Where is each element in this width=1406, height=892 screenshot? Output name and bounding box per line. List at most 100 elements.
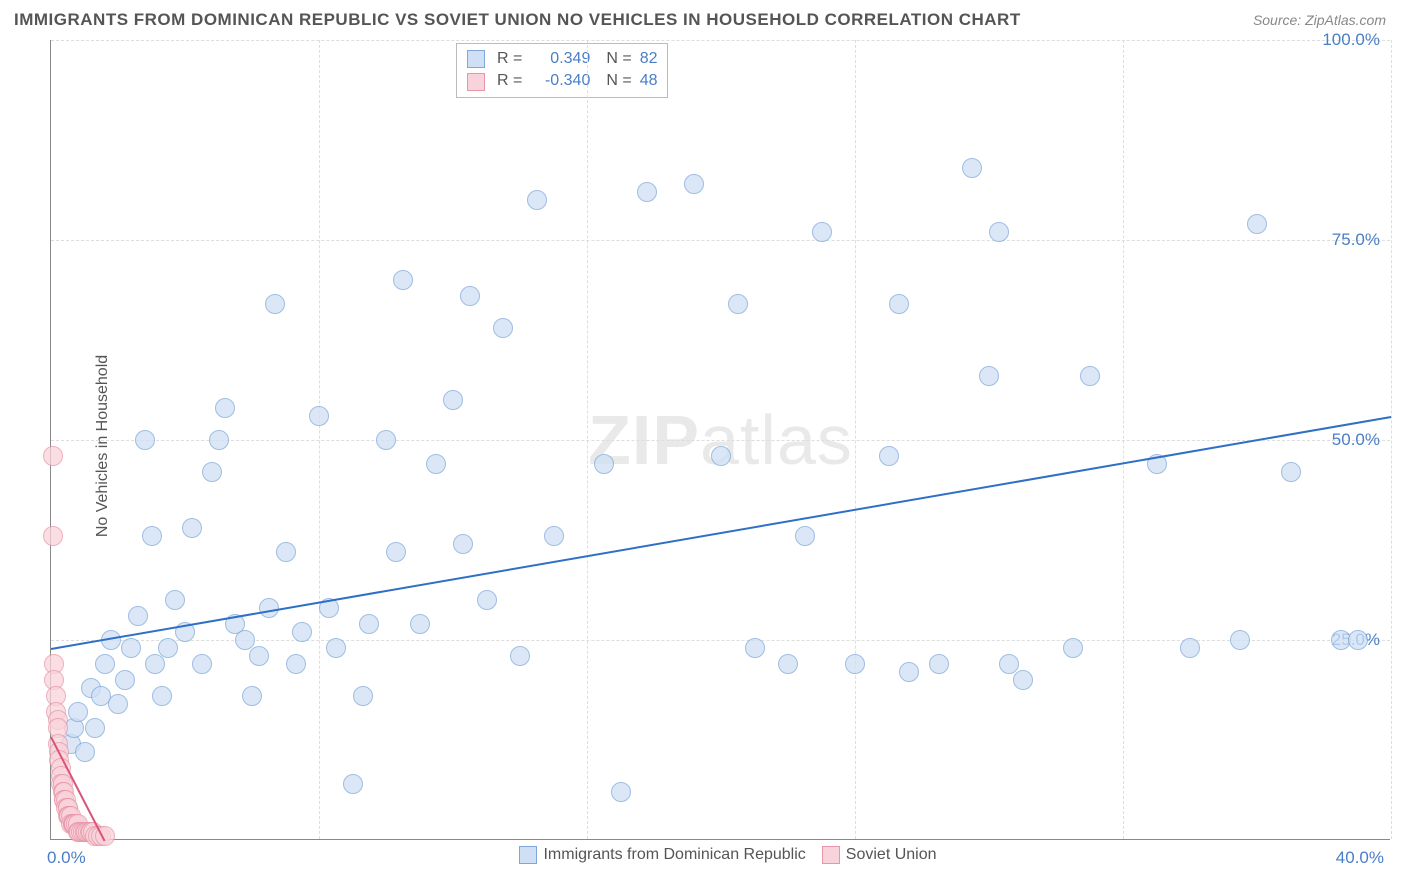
scatter-point: [1348, 630, 1368, 650]
scatter-point: [68, 702, 88, 722]
scatter-point: [85, 718, 105, 738]
y-tick-label: 100.0%: [1322, 30, 1380, 50]
scatter-point: [192, 654, 212, 674]
scatter-point: [108, 694, 128, 714]
n-label: N =: [606, 48, 631, 70]
scatter-point: [493, 318, 513, 338]
scatter-point: [1013, 670, 1033, 690]
scatter-point: [711, 446, 731, 466]
gridline-vertical: [1123, 40, 1124, 839]
n-value: 82: [640, 48, 658, 70]
scatter-point: [135, 430, 155, 450]
r-label: R =: [497, 48, 522, 70]
r-value: 0.349: [530, 48, 590, 70]
scatter-point: [684, 174, 704, 194]
scatter-point: [510, 646, 530, 666]
scatter-point: [1247, 214, 1267, 234]
scatter-point: [286, 654, 306, 674]
scatter-point: [242, 686, 262, 706]
scatter-point: [121, 638, 141, 658]
scatter-point: [265, 294, 285, 314]
gridline-horizontal: [51, 240, 1390, 241]
scatter-point: [410, 614, 430, 634]
scatter-point: [142, 526, 162, 546]
scatter-plot-area: ZIPatlas R =0.349N =82R =-0.340N =48 25.…: [50, 40, 1390, 840]
scatter-point: [594, 454, 614, 474]
scatter-point: [929, 654, 949, 674]
scatter-point: [376, 430, 396, 450]
scatter-point: [43, 446, 63, 466]
scatter-point: [209, 430, 229, 450]
scatter-point: [249, 646, 269, 666]
scatter-point: [145, 654, 165, 674]
scatter-point: [95, 654, 115, 674]
scatter-point: [1180, 638, 1200, 658]
scatter-point: [477, 590, 497, 610]
gridline-vertical: [319, 40, 320, 839]
y-tick-label: 50.0%: [1332, 430, 1380, 450]
n-label: N =: [606, 70, 631, 92]
scatter-point: [393, 270, 413, 290]
scatter-point: [889, 294, 909, 314]
scatter-point: [426, 454, 446, 474]
scatter-point: [460, 286, 480, 306]
stats-row: R = -0.340 N = 48: [467, 70, 657, 92]
scatter-point: [728, 294, 748, 314]
scatter-point: [795, 526, 815, 546]
scatter-point: [1281, 462, 1301, 482]
gridline-vertical: [587, 40, 588, 839]
series-legend: Immigrants from Dominican Republic Soviet…: [50, 846, 1390, 864]
scatter-point: [453, 534, 473, 554]
gridline-horizontal: [51, 440, 1390, 441]
source-attribution: Source: ZipAtlas.com: [1253, 12, 1386, 28]
scatter-point: [359, 614, 379, 634]
series-swatch: [467, 73, 485, 91]
r-value: -0.340: [530, 70, 590, 92]
scatter-point: [158, 638, 178, 658]
scatter-point: [1080, 366, 1100, 386]
scatter-point: [812, 222, 832, 242]
legend-swatch: [822, 846, 840, 864]
gridline-vertical: [1391, 40, 1392, 839]
scatter-point: [527, 190, 547, 210]
scatter-point: [778, 654, 798, 674]
scatter-point: [292, 622, 312, 642]
scatter-point: [879, 446, 899, 466]
scatter-point: [115, 670, 135, 690]
scatter-point: [745, 638, 765, 658]
scatter-point: [152, 686, 172, 706]
scatter-point: [637, 182, 657, 202]
scatter-point: [202, 462, 222, 482]
correlation-stats-box: R = 0.349 N = 82 R = -0.340 N = 48: [456, 43, 668, 98]
gridline-horizontal: [51, 40, 1390, 41]
chart-title: IMMIGRANTS FROM DOMINICAN REPUBLIC VS SO…: [14, 10, 1021, 30]
y-tick-label: 75.0%: [1332, 230, 1380, 250]
series-swatch: [467, 50, 485, 68]
scatter-point: [611, 782, 631, 802]
scatter-point: [386, 542, 406, 562]
n-value: 48: [640, 70, 658, 92]
scatter-point: [343, 774, 363, 794]
scatter-point: [899, 662, 919, 682]
scatter-point: [75, 742, 95, 762]
legend-swatch: [519, 846, 537, 864]
scatter-point: [1230, 630, 1250, 650]
scatter-point: [544, 526, 564, 546]
stats-row: R = 0.349 N = 82: [467, 48, 657, 70]
scatter-point: [128, 606, 148, 626]
scatter-point: [326, 638, 346, 658]
scatter-point: [989, 222, 1009, 242]
scatter-point: [1063, 638, 1083, 658]
scatter-point: [353, 686, 373, 706]
legend-label: Soviet Union: [846, 846, 937, 863]
r-label: R =: [497, 70, 522, 92]
scatter-point: [979, 366, 999, 386]
legend-label: Immigrants from Dominican Republic: [543, 846, 805, 863]
scatter-point: [309, 406, 329, 426]
scatter-point: [215, 398, 235, 418]
scatter-point: [43, 526, 63, 546]
scatter-point: [276, 542, 296, 562]
scatter-point: [182, 518, 202, 538]
scatter-point: [443, 390, 463, 410]
gridline-vertical: [855, 40, 856, 839]
